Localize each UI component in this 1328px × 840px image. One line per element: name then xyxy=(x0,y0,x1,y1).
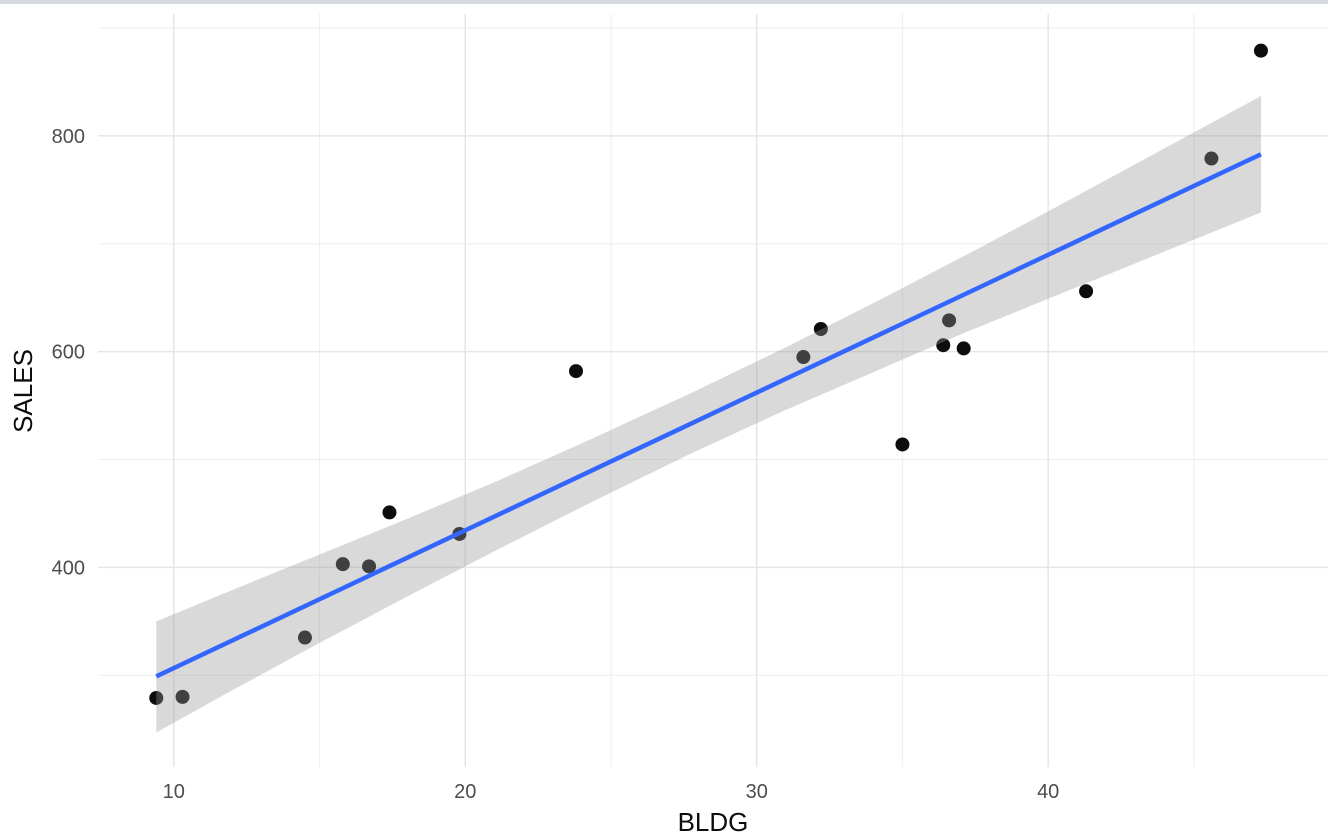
x-tick-label: 30 xyxy=(746,781,768,803)
data-point xyxy=(796,350,811,365)
regression-line xyxy=(155,152,1262,679)
window-top-strip xyxy=(0,0,1328,4)
y-tick-label: 400 xyxy=(52,557,85,579)
data-point xyxy=(1204,151,1219,166)
y-axis-title: SALES xyxy=(8,349,38,433)
data-point xyxy=(942,313,957,328)
data-point xyxy=(175,689,190,704)
data-point xyxy=(936,338,951,353)
data-point xyxy=(335,557,350,572)
x-axis-title: BLDG xyxy=(677,807,749,837)
data-point xyxy=(1079,284,1094,299)
x-tick-label: 10 xyxy=(163,781,185,803)
data-point xyxy=(813,322,828,337)
data-point xyxy=(297,630,312,645)
data-point xyxy=(362,559,377,574)
data-point xyxy=(382,505,397,520)
data-point xyxy=(956,341,971,356)
x-tick-label: 20 xyxy=(454,781,476,803)
y-tick-label: 800 xyxy=(52,126,85,148)
data-point xyxy=(1253,43,1268,58)
data-point xyxy=(149,690,164,705)
data-point xyxy=(569,364,584,379)
x-tick-label: 40 xyxy=(1037,781,1059,803)
data-point xyxy=(895,437,910,452)
y-tick-label: 600 xyxy=(52,342,85,364)
